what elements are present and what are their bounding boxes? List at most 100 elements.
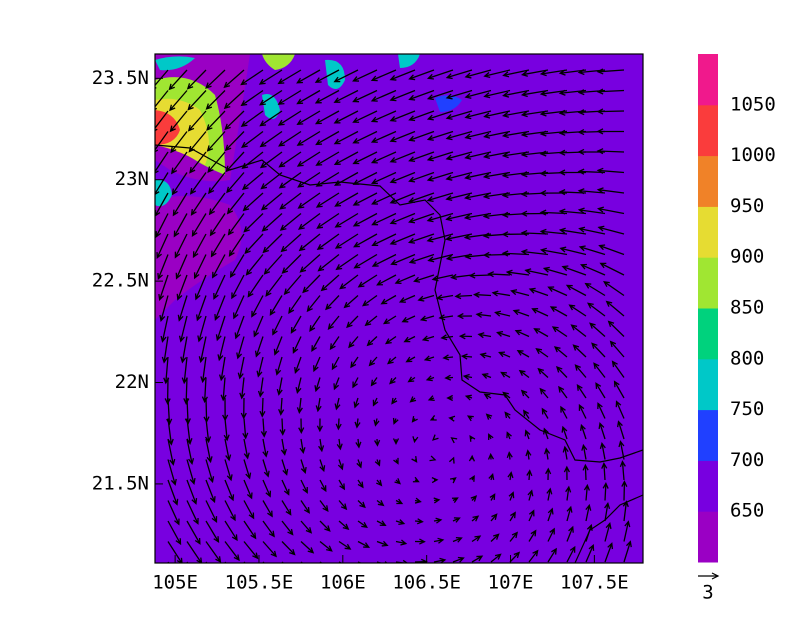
wind-arrow xyxy=(471,535,482,543)
wind-arrow xyxy=(281,479,290,496)
wind-arrow xyxy=(502,110,530,118)
wind-arrow xyxy=(539,247,568,256)
wind-arrow xyxy=(244,233,264,255)
wind-arrow xyxy=(483,69,511,79)
wind-arrow xyxy=(394,274,416,285)
wind-arrow xyxy=(558,227,587,235)
wind-arrow xyxy=(520,389,530,399)
wind-arrow xyxy=(562,445,569,460)
wind-arrow xyxy=(445,130,473,141)
wind-arrow xyxy=(448,456,455,464)
colorbar-bin xyxy=(698,54,718,106)
wind-arrow xyxy=(234,315,245,340)
wind-arrow xyxy=(224,479,235,502)
wind-arrow xyxy=(433,557,447,563)
wind-arrow xyxy=(186,500,199,525)
wind-arrow xyxy=(355,438,362,449)
wind-arrow xyxy=(297,192,321,209)
wind-arrow xyxy=(445,171,473,181)
wind-arrow xyxy=(370,171,397,185)
y-tick-label: 22N xyxy=(115,371,149,393)
wind-arrow xyxy=(224,459,233,482)
wind-arrow xyxy=(205,69,226,89)
wind-arrow xyxy=(589,322,606,337)
wind-arrow xyxy=(370,377,378,387)
wind-arrow xyxy=(325,295,340,311)
wind-arrow xyxy=(280,438,287,456)
wind-arrow xyxy=(512,309,530,317)
wind-arrow xyxy=(389,192,416,204)
wind-arrow xyxy=(186,69,207,90)
wind-arrow xyxy=(300,479,308,494)
terrain-patch xyxy=(155,196,242,320)
wind-arrow xyxy=(572,344,587,358)
wind-arrow xyxy=(479,352,492,359)
wind-arrow xyxy=(174,233,188,259)
wind-arrow xyxy=(471,555,484,563)
wind-arrow xyxy=(317,253,340,272)
wind-arrow xyxy=(445,212,473,222)
wind-arrow xyxy=(346,315,359,329)
wind-arrow xyxy=(251,295,264,318)
wind-arrow xyxy=(335,253,359,271)
wind-arrow xyxy=(470,495,478,502)
wind-arrow xyxy=(444,374,454,381)
wind-arrow xyxy=(489,493,496,501)
wind-arrow xyxy=(240,69,264,86)
wind-arrow xyxy=(353,253,378,269)
wind-arrow xyxy=(445,69,473,80)
wind-arrow xyxy=(541,407,549,419)
terrain-patch xyxy=(155,110,180,145)
wind-arrow xyxy=(401,315,416,323)
wind-arrow xyxy=(167,459,177,486)
wind-arrow xyxy=(309,315,321,332)
x-tick-label: 106E xyxy=(320,572,366,594)
wind-arrow xyxy=(192,233,207,259)
wind-arrow xyxy=(183,377,190,405)
wind-arrow xyxy=(524,268,549,276)
wind-arrow xyxy=(280,233,302,253)
wind-arrow xyxy=(491,290,511,297)
terrain-patch xyxy=(435,95,462,112)
wind-arrow xyxy=(488,472,495,481)
wind-arrow xyxy=(187,110,207,132)
wind-arrow xyxy=(611,360,625,378)
wind-arrow xyxy=(279,418,286,436)
wind-arrow xyxy=(277,69,302,85)
wind-arrow xyxy=(518,369,530,379)
wind-arrow xyxy=(272,315,283,336)
colorbar: 650 700 750 800 850 900 950 1000 1050 xyxy=(698,54,776,563)
wind-arrow xyxy=(539,387,549,399)
wind-arrow xyxy=(408,233,435,244)
wind-arrow xyxy=(591,342,606,358)
wind-arrow xyxy=(445,110,473,120)
wind-arrow xyxy=(615,400,625,419)
terrain-patch xyxy=(155,56,195,71)
wind-arrow xyxy=(523,409,530,419)
wind-arrow xyxy=(408,212,435,224)
wind-arrow xyxy=(245,254,264,276)
wind-arrow xyxy=(596,128,625,135)
plot-frame xyxy=(154,53,644,564)
wind-arrow xyxy=(177,295,188,322)
wind-arrow xyxy=(259,89,283,106)
wind-arrow xyxy=(242,192,264,212)
wind-arrow xyxy=(357,540,371,548)
wind-arrow xyxy=(485,413,493,420)
wind-arrow xyxy=(243,213,264,233)
wind-arrow xyxy=(298,233,321,252)
wind-arrow xyxy=(290,315,302,334)
wind-arrow xyxy=(243,459,252,480)
wind-arrow xyxy=(239,377,246,400)
y-tick-label: 22.5N xyxy=(92,270,149,292)
wind-arrow xyxy=(596,88,625,95)
wind-arrow xyxy=(334,192,359,207)
wind-arrow xyxy=(376,479,383,487)
wind-arrow xyxy=(578,226,606,235)
wind-arrow xyxy=(408,253,435,264)
wind-arrow xyxy=(223,90,245,110)
wind-arrow xyxy=(157,254,169,281)
wind-arrow xyxy=(431,274,454,282)
wind-arrow xyxy=(535,348,549,358)
wind-arrow xyxy=(254,336,264,358)
